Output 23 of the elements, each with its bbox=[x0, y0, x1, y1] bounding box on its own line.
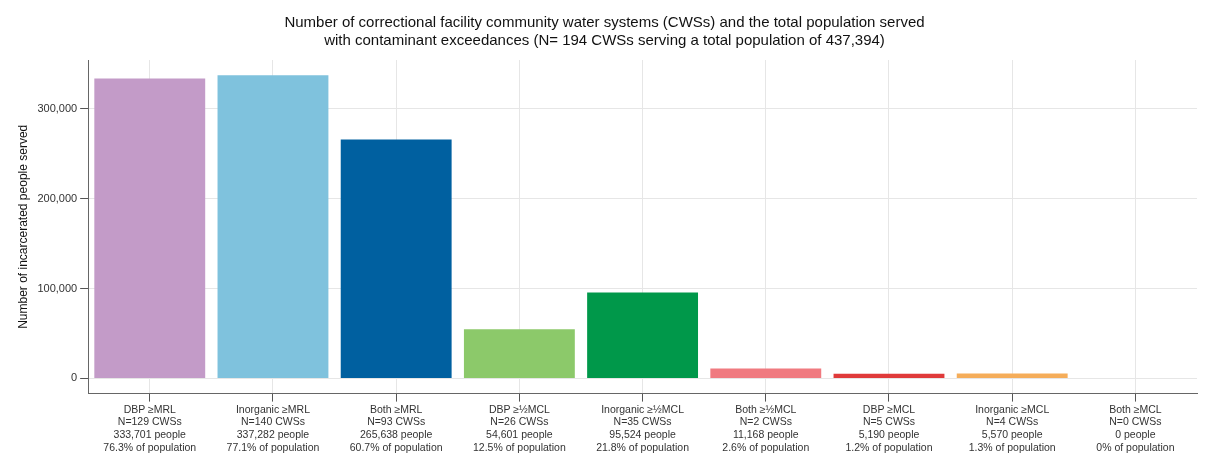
y-axis-title: Number of incarcerated people served bbox=[15, 124, 30, 329]
chart-title: Number of correctional facility community water systems (CWSs) and the total population served with contaminant exceedances (N= 194 CWSs serving a total population of 437,394) bbox=[284, 13, 925, 49]
x-tick-label: Both ≥MCL N=0 CWSs 0 people 0% of population bbox=[1096, 402, 1175, 453]
x-tick-label: Both ≥½MCL N=2 CWSs 11,168 people 2.6% of population bbox=[722, 402, 810, 453]
x-tick-label: Inorganic ≥½MCL N=35 CWSs 95,524 people 21.8% of population bbox=[596, 402, 690, 453]
bar bbox=[217, 75, 329, 378]
x-tick-label: DBP ≥MCL N=5 CWSs 5,190 people 1.2% of population bbox=[845, 402, 933, 453]
y-tick-label: 0 bbox=[71, 371, 78, 384]
x-tick-label: Both ≥MRL N=93 CWSs 265,638 people 60.7% of population bbox=[349, 402, 443, 453]
bar bbox=[463, 329, 575, 378]
x-tick-label: Inorganic ≥MCL N=4 CWSs 5,570 people 1.3% of population bbox=[968, 402, 1056, 453]
y-tick-label: 100,000 bbox=[37, 281, 78, 294]
bar bbox=[956, 373, 1068, 378]
bar bbox=[94, 78, 206, 378]
x-tick-label: Inorganic ≥MRL N=140 CWSs 337,282 people 77.1% of population bbox=[226, 402, 320, 453]
x-tick-label: DBP ≥½MCL N=26 CWSs 54,601 people 12.5% of population bbox=[472, 402, 566, 453]
bar bbox=[833, 373, 945, 378]
bar bbox=[587, 292, 699, 378]
bar bbox=[710, 368, 822, 378]
bar bbox=[340, 139, 452, 378]
y-tick-label: 300,000 bbox=[37, 101, 78, 114]
y-tick-label: 200,000 bbox=[37, 191, 78, 204]
x-tick-label: DBP ≥MRL N=129 CWSs 333,701 people 76.3% of population bbox=[103, 402, 197, 453]
